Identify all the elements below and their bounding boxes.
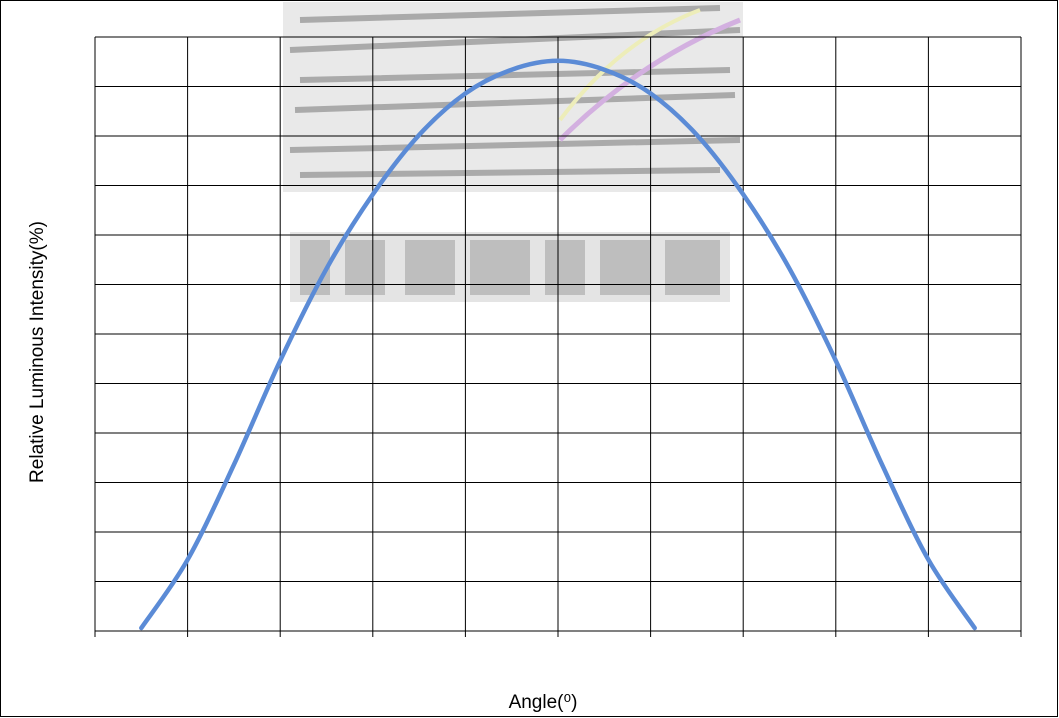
series-layer [139, 58, 977, 631]
x-axis-label: Angle(⁰) [509, 692, 578, 713]
watermark-logo [283, 2, 743, 302]
grid [94, 36, 1022, 637]
y-axis-label: Relative Luminous Intensity(%) [27, 221, 48, 483]
series-line-0 [139, 58, 977, 631]
